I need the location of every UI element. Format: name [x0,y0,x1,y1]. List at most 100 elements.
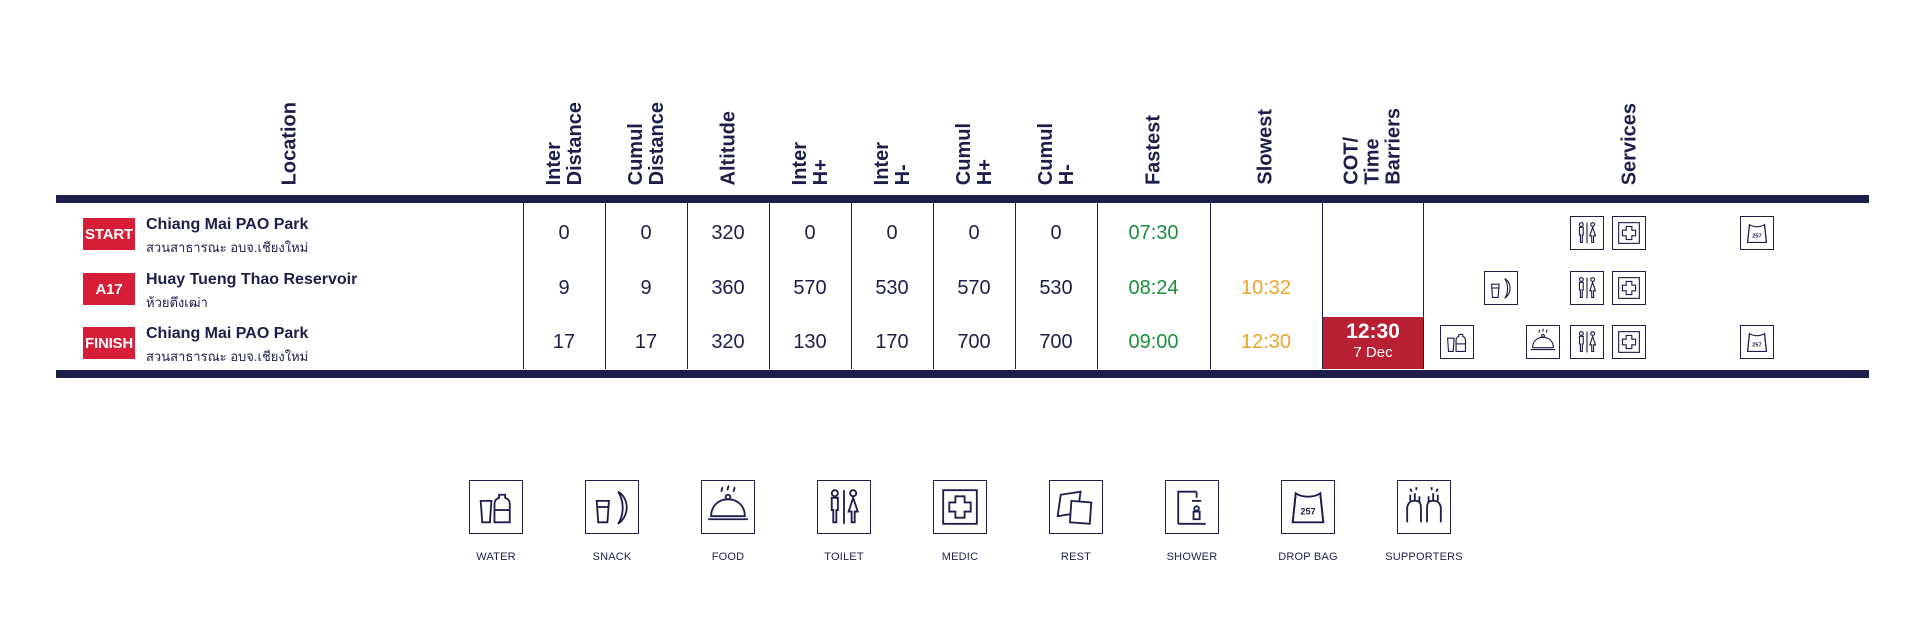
location-sub: ห้วยตึงเฒ่า [146,295,208,310]
water-icon [469,480,523,534]
cot-time: 12:30 [1346,320,1400,343]
medic-icon [1612,325,1646,359]
inter-hminus: 530 [875,277,909,299]
cumul-hplus: 0 [968,222,980,244]
legend-label: WATER [476,551,516,563]
table-row-a17: A17 Huay Tueng Thao Reservoir ห้วยตึงเฒ่… [56,261,1869,315]
cot-badge: 12:30 7 Dec [1323,317,1423,369]
legend-drop-bag: DROP BAG [1253,480,1363,563]
header-location: Location [240,96,340,189]
legend-label: SNACK [592,551,632,563]
header-cot-label: COT/ Time Barriers [1340,108,1405,185]
header-cot: COT/ Time Barriers [1323,96,1423,189]
inter-distance: 9 [558,277,570,299]
header-fastest-label: Fastest [1142,114,1165,185]
col-divider [851,202,852,369]
cumul-distance: 0 [640,222,652,244]
header-inter-hplus-label: Inter H+ [789,141,832,185]
inter-hplus: 0 [804,222,816,244]
legend-water: WATER [441,480,551,563]
cumul-hminus: 0 [1050,222,1062,244]
legend-label: MEDIC [941,551,979,563]
finish-badge: FINISH [83,327,135,359]
fastest-time: 07:30 [1128,222,1179,244]
inter-distance: 0 [558,222,570,244]
cumul-hplus: 700 [957,331,991,353]
header-inter-hplus: Inter H+ [770,96,852,189]
altitude: 360 [711,277,745,299]
legend-label: FOOD [711,551,745,563]
legend-label: TOILET [824,551,864,563]
header-altitude: Altitude [688,96,770,189]
header-fastest: Fastest [1098,96,1210,189]
col-divider [523,202,524,369]
supporters-icon [1397,480,1451,534]
legend-supporters: SUPPORTERS [1369,480,1479,563]
header-cumul-hplus: Cumul H+ [934,96,1016,189]
header-cumul-distance-label: Cumul Distance [625,101,668,185]
medic-icon [1612,271,1646,305]
col-divider [1210,202,1211,369]
food-icon [1526,325,1560,359]
header-altitude-label: Altitude [717,110,740,185]
toilet-icon [1570,325,1604,359]
inter-hplus: 130 [793,331,827,353]
medic-icon [1612,216,1646,250]
slowest-time: 10:32 [1240,277,1292,299]
header-services: Services [1580,96,1680,189]
rest-icon [1049,480,1103,534]
legend-label: REST [1060,551,1092,563]
legend-snack: SNACK [557,480,667,563]
snack-icon [1484,271,1518,305]
header-cumul-hminus-label: Cumul H- [1035,122,1078,185]
col-divider [1322,202,1323,369]
header-inter-distance-label: Inter Distance [543,101,586,185]
legend-food: FOOD [673,480,783,563]
cumul-distance: 9 [640,277,652,299]
location-sub: สวนสาธารณะ อบจ.เชียงใหม่ [146,240,309,255]
col-divider [1423,202,1424,369]
drop-bag-icon [1740,216,1774,250]
header-location-label: Location [278,101,301,185]
col-divider [605,202,606,369]
cumul-hplus: 570 [957,277,991,299]
header-services-label: Services [1618,102,1641,185]
legend-label: SUPPORTERS [1385,551,1463,563]
header-cumul-distance: Cumul Distance [606,96,688,189]
header-slowest: Slowest [1210,96,1322,189]
col-divider [769,202,770,369]
col-divider [1097,202,1098,369]
col-divider [933,202,934,369]
drop-bag-icon [1740,325,1774,359]
altitude: 320 [711,222,745,244]
footer-divider [56,370,1869,378]
fastest-time: 09:00 [1128,331,1179,353]
inter-hplus: 570 [793,277,827,299]
table-row-start: START Chiang Mai PAO Park สวนสาธารณะ อบจ… [56,206,1869,260]
start-badge: START [83,218,135,250]
snack-icon [585,480,639,534]
col-divider [687,202,688,369]
toilet-icon [1570,271,1604,305]
cot-date: 7 Dec [1353,344,1393,361]
legend-label: DROP BAG [1278,551,1338,563]
header-cumul-hminus: Cumul H- [1016,96,1098,189]
location-name: Huay Tueng Thao Reservoir [146,271,358,288]
header-slowest-label: Slowest [1254,109,1277,185]
inter-distance: 17 [552,331,576,353]
legend-label: SHOWER [1166,551,1218,563]
medic-icon [933,480,987,534]
header-inter-hminus-label: Inter H- [871,141,914,185]
fastest-time: 08:24 [1128,277,1179,299]
checkpoint-table: START Chiang Mai PAO Park สวนสาธารณะ อบจ… [56,202,1869,369]
col-divider [1015,202,1016,369]
drop-bag-icon [1281,480,1335,534]
legend-medic: MEDIC [905,480,1015,563]
table-row-finish: FINISH Chiang Mai PAO Park สวนสาธารณะ อบ… [56,315,1869,369]
legend-shower: SHOWER [1137,480,1247,563]
cumul-hminus: 700 [1039,331,1073,353]
location-sub: สวนสาธารณะ อบจ.เชียงใหม่ [146,349,309,364]
inter-hminus: 0 [886,222,898,244]
legend-toilet: TOILET [789,480,899,563]
location-name: Chiang Mai PAO Park [146,216,309,233]
